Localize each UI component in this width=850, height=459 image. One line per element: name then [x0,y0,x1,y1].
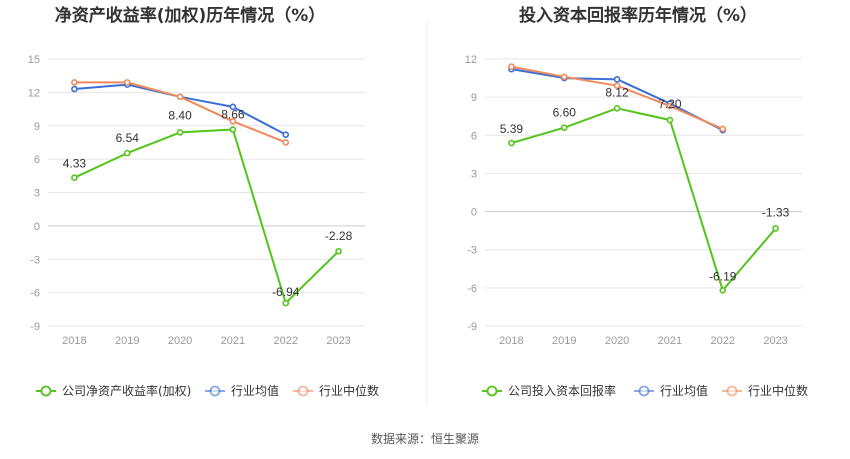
data-label: -6.94 [272,285,300,299]
data-point [666,102,674,110]
x-tick-label: 2022 [711,335,735,347]
data-point [71,174,78,182]
data-point [613,82,621,89]
data-point [719,286,727,294]
data-label: 4.33 [63,157,87,171]
legend-label: 公司净资产收益率(加权) [62,383,191,398]
data-point [613,76,621,83]
y-tick-label: 12 [465,54,477,66]
y-tick-label: 0 [34,221,40,233]
x-tick-label: 2020 [168,335,192,347]
data-point [176,129,184,136]
data-label: 8.40 [168,108,192,122]
data-point [282,139,290,146]
data-point [560,73,568,81]
data-source: 数据来源：恒生聚源 [371,431,479,446]
data-label: -6.19 [709,269,737,283]
y-tick-label: -3 [467,245,477,257]
legend-label: 行业中位数 [748,383,808,398]
x-tick-label: 2021 [221,335,245,347]
x-tick-label: 2019 [552,335,576,347]
data-point [560,124,568,131]
x-tick-label: 2019 [115,335,139,347]
y-tick-label: 6 [34,154,40,166]
roic-chart: 投入资本回报率历年情况（%） -9 -6 -3 0 3 6 9 12 2018 2019 2020 20… [465,5,808,398]
data-label: 6.54 [116,131,140,145]
data-label: -1.33 [762,205,790,219]
data-point [719,125,727,133]
data-label: 8.12 [605,85,629,99]
x-tick-label: 2023 [326,335,350,347]
legend-marker [40,385,52,397]
legend-marker [486,385,498,397]
legend-marker [297,385,309,397]
legend-label: 行业中位数 [319,383,379,398]
legend-marker [638,385,650,397]
data-point [282,299,290,307]
y-tick-label: 6 [471,130,477,142]
chart-title: 净资产收益率(加权)历年情况（%） [55,5,326,26]
data-point [613,105,621,112]
data-point [335,247,342,255]
data-point [508,139,515,147]
data-label: 8.66 [221,108,245,122]
series-line [73,128,340,305]
y-tick-label: 12 [28,87,40,99]
data-point [508,63,515,70]
x-tick-label: 2018 [499,335,523,347]
data-label: 6.60 [553,106,577,120]
data-point [71,79,78,86]
y-tick-label: -6 [30,288,40,300]
data-point [229,103,237,111]
data-point [229,126,237,133]
legend-label: 公司投入资本回报率 [508,383,616,398]
x-tick-label: 2022 [274,335,298,347]
x-tick-label: 2021 [658,335,682,347]
data-point [71,85,78,93]
x-tick-label: 2018 [62,335,86,347]
y-tick-label: -9 [30,321,40,333]
y-tick-label: 3 [34,188,40,200]
legend-label: 行业均值 [231,383,279,398]
legend-marker [209,385,221,397]
y-tick-label: 0 [471,207,477,219]
data-point [282,131,290,138]
legend-label: 行业均值 [660,383,708,398]
data-point [176,93,184,101]
data-point [123,79,131,86]
roe-chart: 净资产收益率(加权)历年情况（%） -9 -6 -3 0 3 6 9 12 15 2018 2019 2… [28,5,379,398]
legend-marker [726,385,738,397]
y-tick-label: -9 [467,321,477,333]
data-point [123,149,131,157]
x-tick-label: 2020 [605,335,629,347]
data-label: 7.20 [658,97,682,111]
y-tick-label: 15 [28,54,40,66]
chart-title: 投入资本回报率历年情况（%） [519,5,757,26]
series-line [511,107,777,292]
y-tick-label: 3 [471,168,477,180]
y-tick-label: -6 [467,283,477,295]
x-tick-label: 2023 [763,335,787,347]
y-tick-label: 9 [471,92,477,104]
y-tick-label: 9 [34,121,40,133]
data-point [229,118,237,125]
data-point [772,225,779,232]
data-label: 5.39 [500,122,524,136]
data-point [666,116,674,124]
data-label: -2.28 [325,229,353,243]
y-tick-label: -3 [30,254,40,266]
